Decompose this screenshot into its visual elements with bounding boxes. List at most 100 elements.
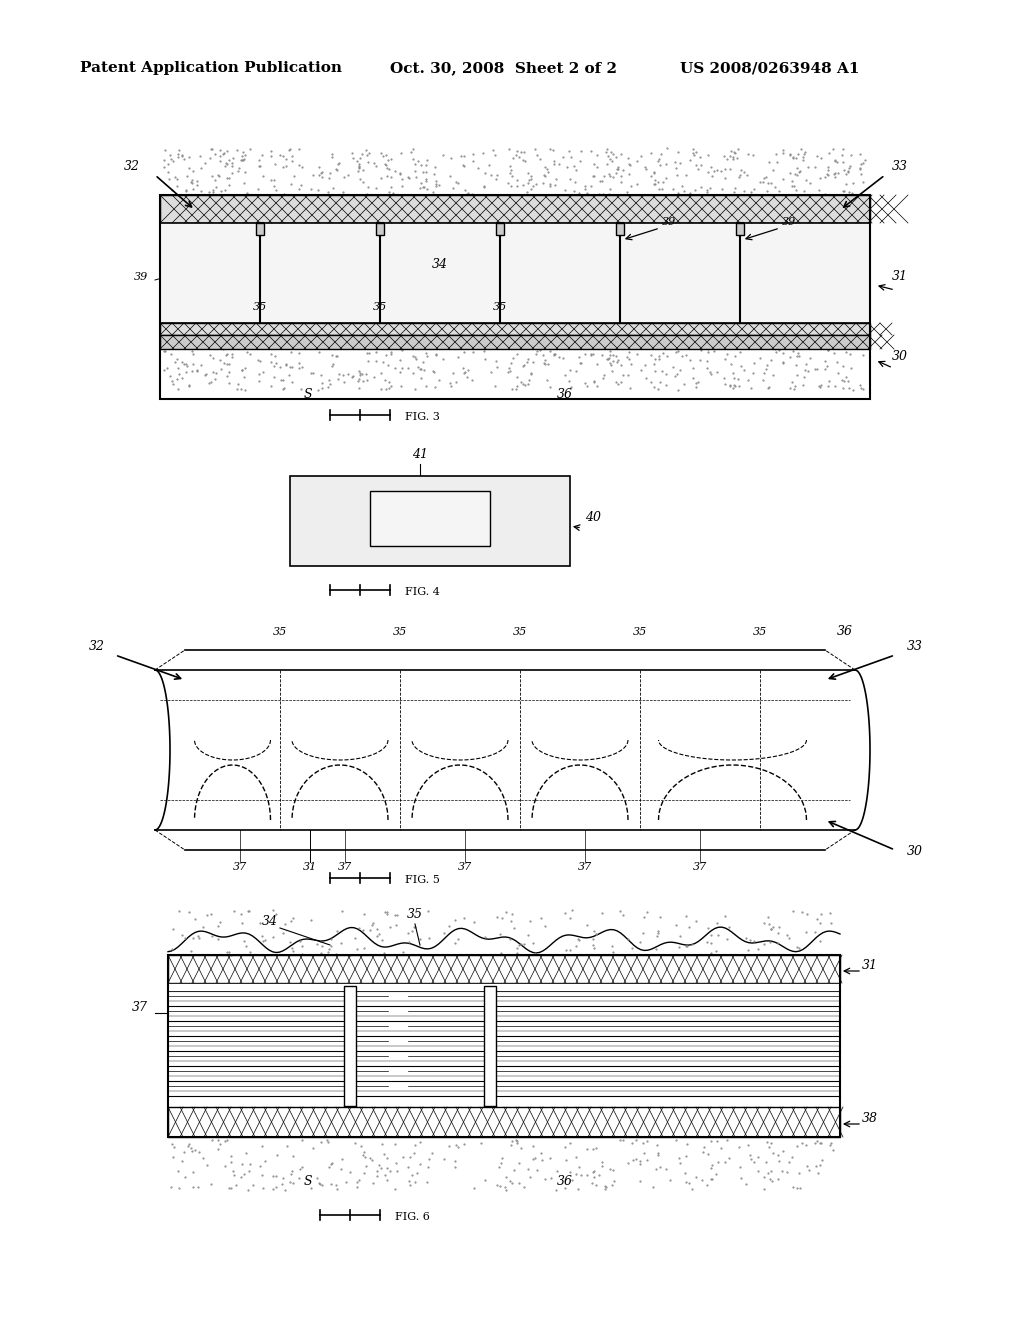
Point	[600, 348, 616, 370]
Point	[532, 1143, 549, 1164]
Point	[500, 173, 516, 194]
Point	[415, 352, 431, 374]
Point	[599, 153, 615, 174]
Point	[201, 182, 217, 203]
Point	[596, 1179, 612, 1200]
Point	[497, 478, 513, 499]
Point	[771, 1151, 787, 1172]
Point	[399, 358, 416, 379]
Point	[285, 145, 301, 166]
Point	[823, 1133, 840, 1154]
Point	[374, 470, 390, 491]
Point	[435, 923, 452, 944]
Text: 35: 35	[493, 302, 507, 312]
Point	[694, 1142, 711, 1163]
Point	[349, 150, 366, 172]
Point	[456, 145, 472, 166]
Point	[562, 376, 579, 397]
Point	[540, 370, 556, 391]
Point	[233, 1154, 250, 1175]
Point	[355, 531, 372, 552]
Point	[352, 1135, 369, 1156]
Point	[473, 523, 489, 544]
Point	[447, 1134, 464, 1155]
Point	[555, 347, 571, 368]
Point	[742, 378, 759, 399]
Point	[302, 517, 318, 539]
Point	[518, 351, 535, 372]
Point	[167, 351, 183, 372]
Point	[730, 1137, 746, 1158]
Point	[329, 345, 345, 366]
Point	[331, 153, 347, 174]
Point	[355, 1142, 372, 1163]
Point	[502, 360, 518, 381]
Text: 35: 35	[753, 627, 767, 638]
Point	[225, 1160, 242, 1181]
Point	[624, 1133, 640, 1154]
Point	[646, 169, 663, 190]
Point	[329, 160, 345, 181]
Point	[542, 378, 558, 399]
Point	[359, 342, 376, 363]
Point	[425, 475, 441, 496]
Point	[665, 356, 681, 378]
Point	[601, 149, 617, 170]
Point	[651, 154, 668, 176]
Point	[586, 1160, 602, 1181]
Point	[466, 1177, 482, 1199]
Point	[203, 139, 219, 160]
Point	[407, 917, 423, 939]
Point	[647, 173, 664, 194]
Point	[740, 370, 757, 391]
Point	[531, 529, 548, 550]
Point	[371, 1154, 387, 1175]
Point	[594, 345, 610, 366]
Point	[294, 356, 310, 378]
Point	[637, 157, 653, 178]
Point	[286, 543, 302, 564]
Point	[577, 372, 593, 393]
Point	[698, 350, 715, 371]
Point	[373, 471, 389, 492]
Point	[362, 1147, 379, 1168]
Point	[460, 513, 476, 535]
Point	[765, 916, 781, 937]
Point	[437, 483, 454, 504]
Point	[433, 531, 450, 552]
Point	[775, 352, 792, 374]
Point	[593, 903, 609, 924]
Point	[314, 378, 331, 399]
Point	[425, 488, 441, 510]
Point	[732, 160, 749, 181]
Point	[841, 378, 857, 399]
Point	[321, 376, 337, 397]
Point	[506, 1160, 522, 1181]
FancyBboxPatch shape	[484, 986, 496, 1106]
Point	[770, 339, 786, 360]
Point	[636, 907, 652, 928]
Point	[293, 1130, 309, 1151]
Point	[352, 168, 369, 189]
Point	[378, 345, 394, 366]
Point	[312, 1173, 329, 1195]
Point	[272, 144, 289, 165]
Point	[424, 1142, 440, 1163]
Point	[220, 941, 237, 962]
Point	[760, 1163, 776, 1184]
Point	[373, 550, 389, 572]
Point	[731, 166, 748, 187]
Point	[374, 1133, 390, 1154]
Point	[703, 166, 720, 187]
Point	[450, 172, 466, 193]
Point	[308, 548, 325, 569]
Point	[558, 1150, 574, 1171]
Point	[237, 379, 253, 400]
Point	[602, 166, 618, 187]
Point	[781, 1151, 798, 1172]
Point	[477, 348, 494, 370]
Point	[428, 343, 444, 364]
Point	[460, 182, 476, 203]
Point	[344, 143, 360, 164]
Point	[278, 149, 294, 170]
